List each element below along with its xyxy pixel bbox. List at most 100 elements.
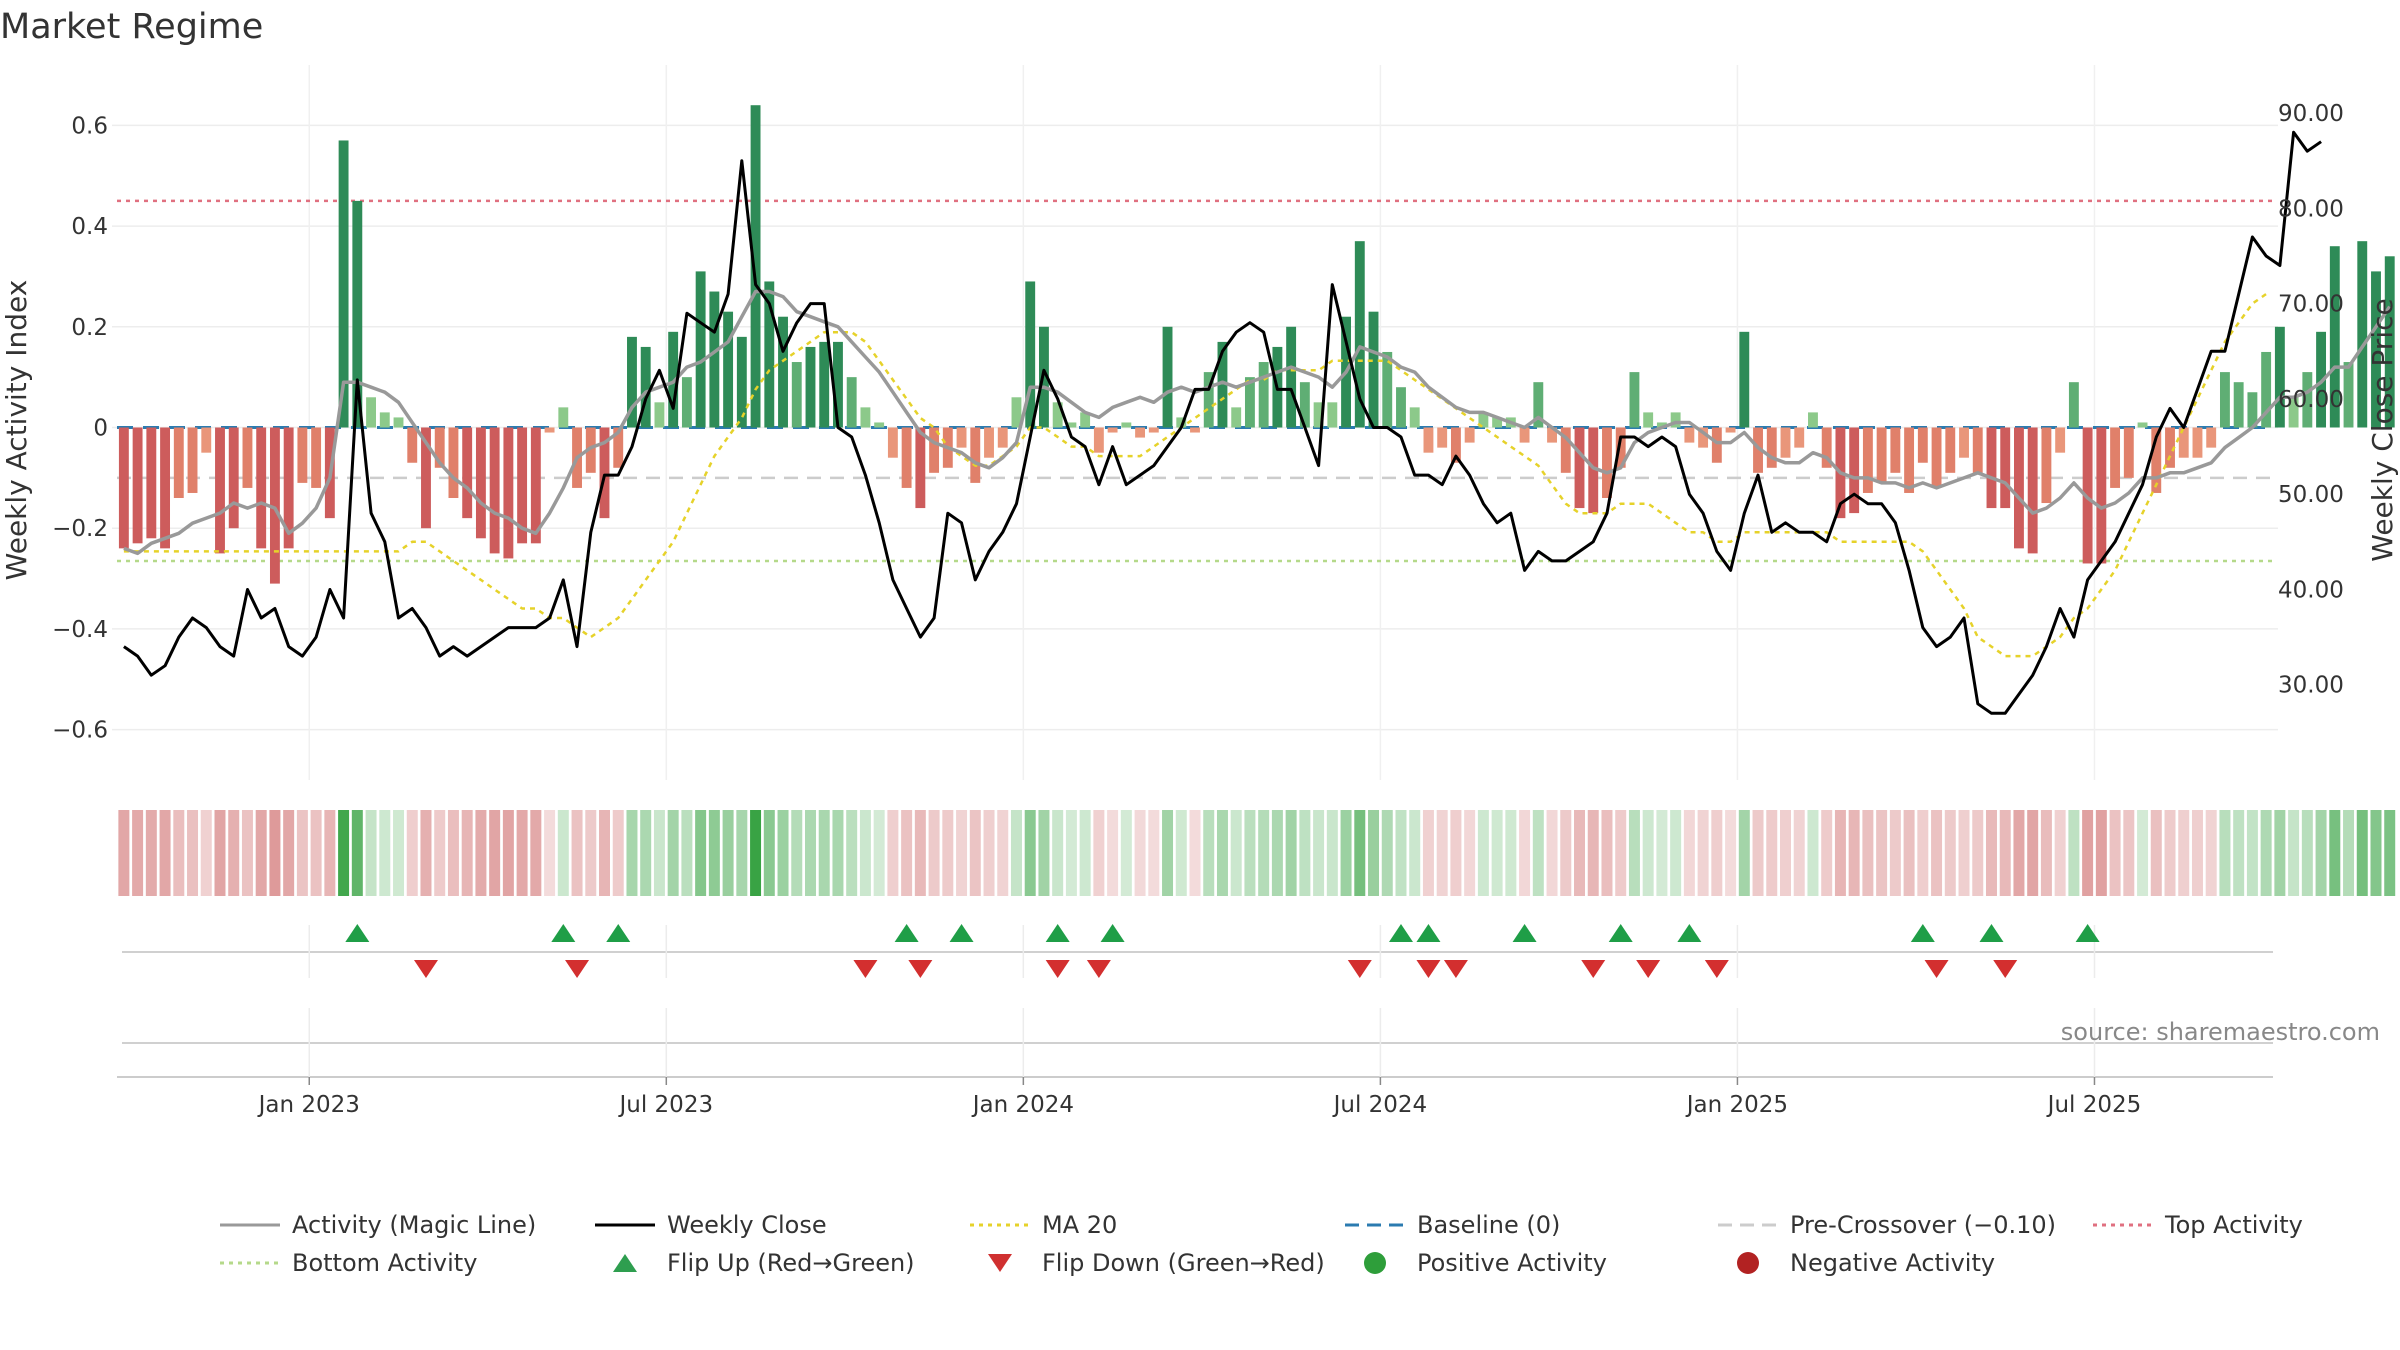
heat-cell xyxy=(887,810,899,896)
legend-item: MA 20 xyxy=(970,1211,1117,1239)
heat-cell xyxy=(1683,810,1695,896)
activity-bar xyxy=(1560,427,1571,473)
heat-cell xyxy=(502,810,514,896)
flip-down-marker xyxy=(565,960,590,978)
heat-cell xyxy=(255,810,267,896)
activity-bar xyxy=(2219,372,2230,428)
heat-cell xyxy=(447,810,459,896)
flip-up-marker xyxy=(1512,924,1537,942)
heat-cell xyxy=(1780,810,1791,896)
heat-cell xyxy=(1285,810,1297,896)
activity-bar xyxy=(1794,427,1805,448)
activity-bar xyxy=(228,427,239,529)
activity-bar xyxy=(2384,256,2395,428)
activity-bar xyxy=(1176,417,1187,428)
activity-bar xyxy=(2000,427,2011,509)
heat-cell xyxy=(324,810,336,896)
heat-cell xyxy=(516,810,528,896)
activity-bar xyxy=(338,140,349,428)
activity-bar xyxy=(1052,402,1063,428)
activity-bar xyxy=(379,412,390,428)
heat-cell xyxy=(406,810,418,896)
right-tick-label: 90.00 xyxy=(2278,101,2344,127)
heat-cell xyxy=(351,810,363,896)
heat-cell xyxy=(612,810,624,896)
heat-cell xyxy=(241,810,253,896)
flip-up-marker xyxy=(2075,924,2100,942)
heat-cell xyxy=(557,810,569,896)
heat-cell xyxy=(667,810,679,896)
legend-item: Bottom Activity xyxy=(220,1249,477,1277)
heat-cell xyxy=(159,810,171,896)
activity-bar xyxy=(1959,427,1969,458)
heat-cell xyxy=(1395,810,1407,896)
activity-bar xyxy=(1244,377,1255,428)
heat-cell xyxy=(1340,810,1352,896)
heat-cell xyxy=(1532,810,1544,896)
activity-bar xyxy=(764,281,775,428)
activity-bar xyxy=(1135,427,1146,438)
activity-bar xyxy=(833,341,843,428)
flip-markers-panel xyxy=(122,924,2273,978)
heat-cell xyxy=(1354,810,1366,896)
activity-bar xyxy=(709,291,720,428)
activity-bar xyxy=(407,427,418,463)
x-tick-label: Jan 2023 xyxy=(257,1092,360,1118)
activity-bar xyxy=(1203,372,1214,428)
activity-bar xyxy=(956,427,967,448)
level-lines xyxy=(117,199,2273,563)
heat-cell xyxy=(1368,810,1380,896)
heat-cell xyxy=(2274,810,2286,896)
left-tick-label: 0.2 xyxy=(71,315,108,341)
heat-cell xyxy=(1848,810,1860,896)
heat-cell xyxy=(653,810,665,896)
flip-down-marker xyxy=(1993,960,2018,978)
activity-bar xyxy=(1450,427,1461,463)
legend-label: Top Activity xyxy=(2164,1211,2303,1239)
activity-bar xyxy=(1670,412,1681,428)
heat-cell xyxy=(983,810,995,896)
heat-cell xyxy=(1615,810,1627,896)
heat-cell xyxy=(296,810,308,896)
activity-bar xyxy=(1808,412,1818,428)
heat-cell xyxy=(173,810,185,896)
x-tick-label: Jul 2023 xyxy=(617,1092,713,1118)
activity-bar xyxy=(283,427,294,549)
activity-bar xyxy=(2178,427,2189,458)
activity-bar xyxy=(1093,427,1104,453)
left-tick-label: −0.6 xyxy=(52,718,108,744)
activity-bar xyxy=(2261,351,2272,428)
activity-bar xyxy=(1231,407,1242,428)
legend-swatch xyxy=(613,1254,637,1272)
legend-swatch xyxy=(1737,1252,1759,1274)
heat-cell xyxy=(818,810,830,896)
heat-cell xyxy=(832,810,844,896)
heat-cell xyxy=(1917,810,1929,896)
activity-bar xyxy=(846,377,857,428)
activity-bar xyxy=(1615,427,1626,468)
flip-down-marker xyxy=(908,960,933,978)
activity-bar xyxy=(2151,427,2162,493)
heat-cell xyxy=(804,810,816,896)
heat-cell xyxy=(1587,810,1599,896)
grid-lines xyxy=(112,65,2278,780)
activity-bar xyxy=(723,311,734,428)
flip-down-marker xyxy=(1045,960,1070,978)
legend-label: MA 20 xyxy=(1042,1211,1117,1239)
heat-cell xyxy=(2246,810,2258,896)
chart-title: Market Regime xyxy=(0,7,263,47)
heat-cell xyxy=(1670,810,1682,896)
activity-bar xyxy=(1409,407,1420,428)
activity-bar xyxy=(269,427,280,584)
activity-bar xyxy=(160,427,171,549)
heat-cell xyxy=(1010,810,1022,896)
legend-label: Baseline (0) xyxy=(1417,1211,1560,1239)
activity-bar xyxy=(1121,422,1132,428)
legend-label: Activity (Magic Line) xyxy=(292,1211,536,1239)
activity-bar xyxy=(1890,427,1901,473)
activity-bar xyxy=(1258,362,1269,428)
heat-cell xyxy=(338,810,350,896)
activity-bar xyxy=(2329,246,2340,428)
ma20-line xyxy=(123,293,2267,658)
